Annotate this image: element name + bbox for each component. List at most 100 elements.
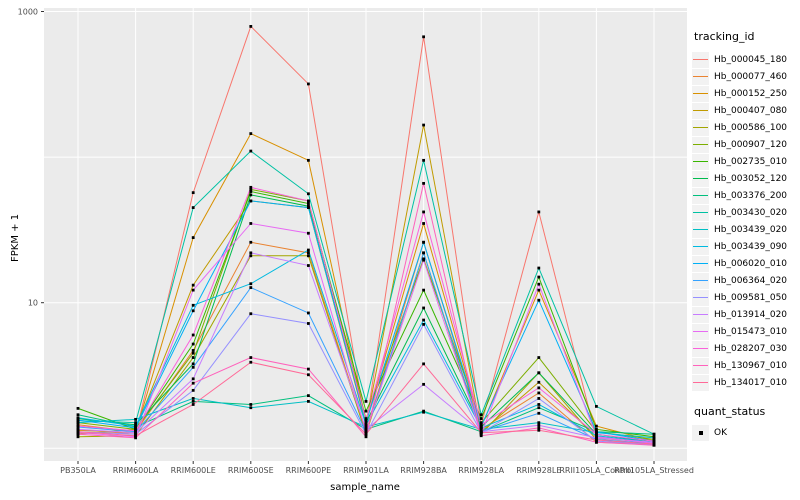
data-point bbox=[307, 311, 310, 315]
legend-key bbox=[692, 340, 709, 357]
legend-line-icon bbox=[693, 365, 708, 366]
legend-item-Hb_009581_050[interactable]: Hb_009581_050 bbox=[692, 289, 800, 306]
legend-item-Hb_134017_010[interactable]: Hb_134017_010 bbox=[692, 374, 800, 391]
data-point bbox=[537, 406, 541, 410]
data-point bbox=[537, 371, 541, 375]
legend-item-Hb_013914_020[interactable]: Hb_013914_020 bbox=[692, 306, 800, 323]
data-point bbox=[191, 399, 195, 403]
legend-item-Hb_028207_030[interactable]: Hb_028207_030 bbox=[692, 340, 800, 357]
legend-line-icon bbox=[693, 348, 708, 349]
point-marker-icon bbox=[698, 430, 703, 435]
data-point bbox=[134, 434, 137, 438]
data-point bbox=[364, 427, 368, 431]
data-point bbox=[76, 435, 80, 439]
data-point bbox=[76, 416, 80, 420]
data-point bbox=[364, 419, 368, 422]
legend-item-Hb_000077_460[interactable]: Hb_000077_460 bbox=[692, 68, 800, 85]
legend-item-Hb_002735_010[interactable]: Hb_002735_010 bbox=[692, 153, 800, 170]
legend-label: OK bbox=[714, 427, 727, 438]
data-point bbox=[249, 149, 253, 153]
x-tick-label-RRIM600LA: RRIM600LA bbox=[112, 466, 159, 475]
data-point bbox=[422, 35, 425, 39]
legend-line-icon bbox=[693, 229, 708, 230]
legend-line-icon bbox=[693, 127, 708, 128]
legend-key bbox=[692, 238, 709, 255]
legend-item-Hb_000045_180[interactable]: Hb_000045_180 bbox=[692, 51, 800, 68]
data-point bbox=[307, 373, 310, 377]
data-point bbox=[422, 410, 425, 414]
legend-item-Hb_006020_010[interactable]: Hb_006020_010 bbox=[692, 255, 800, 272]
data-point bbox=[307, 248, 310, 252]
data-point bbox=[191, 351, 195, 355]
legend-label: Hb_003052_120 bbox=[714, 173, 788, 184]
x-tick-label-PB350LA: PB350LA bbox=[60, 466, 96, 475]
legend-item-Hb_003439_020[interactable]: Hb_003439_020 bbox=[692, 221, 800, 238]
data-point bbox=[652, 439, 656, 443]
data-point bbox=[191, 365, 195, 369]
legend-key bbox=[692, 153, 709, 170]
legend-item-Hb_003052_120[interactable]: Hb_003052_120 bbox=[692, 170, 800, 187]
legend-label: Hb_000407_080 bbox=[714, 105, 788, 116]
data-point bbox=[191, 236, 195, 239]
data-point bbox=[595, 435, 598, 439]
legend-item-Hb_006364_020[interactable]: Hb_006364_020 bbox=[692, 272, 800, 289]
legend-key bbox=[692, 85, 709, 102]
data-point bbox=[249, 254, 253, 258]
data-point bbox=[364, 425, 368, 429]
legend-item-Hb_003430_020[interactable]: Hb_003430_020 bbox=[692, 204, 800, 221]
data-point bbox=[422, 123, 425, 127]
legend-item-Hb_015473_010[interactable]: Hb_015473_010 bbox=[692, 323, 800, 340]
data-point bbox=[76, 424, 80, 428]
data-point bbox=[537, 210, 541, 214]
data-point bbox=[249, 406, 253, 410]
legend-key bbox=[692, 289, 709, 306]
data-point bbox=[307, 251, 310, 255]
legend-label: Hb_000586_100 bbox=[714, 122, 788, 133]
data-point bbox=[537, 386, 541, 390]
legend-item-Hb_003439_090[interactable]: Hb_003439_090 bbox=[692, 238, 800, 255]
legend: tracking_id Hb_000045_180 Hb_000077_460 Hb… bbox=[692, 30, 800, 441]
legend-item-Hb_000152_250[interactable]: Hb_000152_250 bbox=[692, 85, 800, 102]
data-point bbox=[76, 421, 80, 425]
legend-key bbox=[692, 51, 709, 68]
legend-item-Hb_000407_080[interactable]: Hb_000407_080 bbox=[692, 102, 800, 119]
legend-line-icon bbox=[693, 297, 708, 298]
data-point bbox=[134, 431, 137, 435]
data-point bbox=[76, 406, 80, 410]
data-point bbox=[249, 188, 253, 191]
data-point bbox=[652, 432, 656, 436]
data-point bbox=[479, 417, 483, 420]
data-point bbox=[364, 423, 368, 427]
legend-item-Hb_003376_200[interactable]: Hb_003376_200 bbox=[692, 187, 800, 204]
legend-item-Hb_130967_010[interactable]: Hb_130967_010 bbox=[692, 357, 800, 374]
data-point bbox=[76, 418, 80, 422]
data-point bbox=[595, 404, 598, 408]
legend-item-Hb_000907_120[interactable]: Hb_000907_120 bbox=[692, 136, 800, 153]
legend-line-icon bbox=[693, 59, 708, 60]
legend-item-Hb_000586_100[interactable]: Hb_000586_100 bbox=[692, 119, 800, 136]
data-point bbox=[191, 388, 195, 392]
legend-item-quant-ok[interactable]: OK bbox=[692, 424, 800, 441]
data-point bbox=[191, 381, 195, 385]
legend-label: Hb_000045_180 bbox=[714, 54, 788, 65]
data-point bbox=[249, 193, 253, 197]
data-point bbox=[249, 251, 253, 255]
legend-label: Hb_006364_020 bbox=[714, 275, 788, 286]
x-tick-label-RRIM928BA: RRIM928BA bbox=[400, 466, 447, 475]
data-point bbox=[537, 391, 541, 395]
data-point bbox=[537, 421, 541, 425]
data-point bbox=[422, 306, 425, 310]
legend-label: Hb_003439_020 bbox=[714, 224, 788, 235]
data-point bbox=[249, 190, 253, 193]
data-point bbox=[307, 394, 310, 398]
legend-label: Hb_013914_020 bbox=[714, 309, 788, 320]
data-point bbox=[249, 360, 253, 364]
data-point bbox=[537, 266, 541, 270]
data-point bbox=[249, 185, 253, 189]
data-point bbox=[652, 442, 656, 446]
data-point bbox=[76, 413, 80, 417]
data-point bbox=[249, 312, 253, 316]
legend-label: Hb_003376_200 bbox=[714, 190, 788, 201]
data-point bbox=[249, 25, 253, 28]
